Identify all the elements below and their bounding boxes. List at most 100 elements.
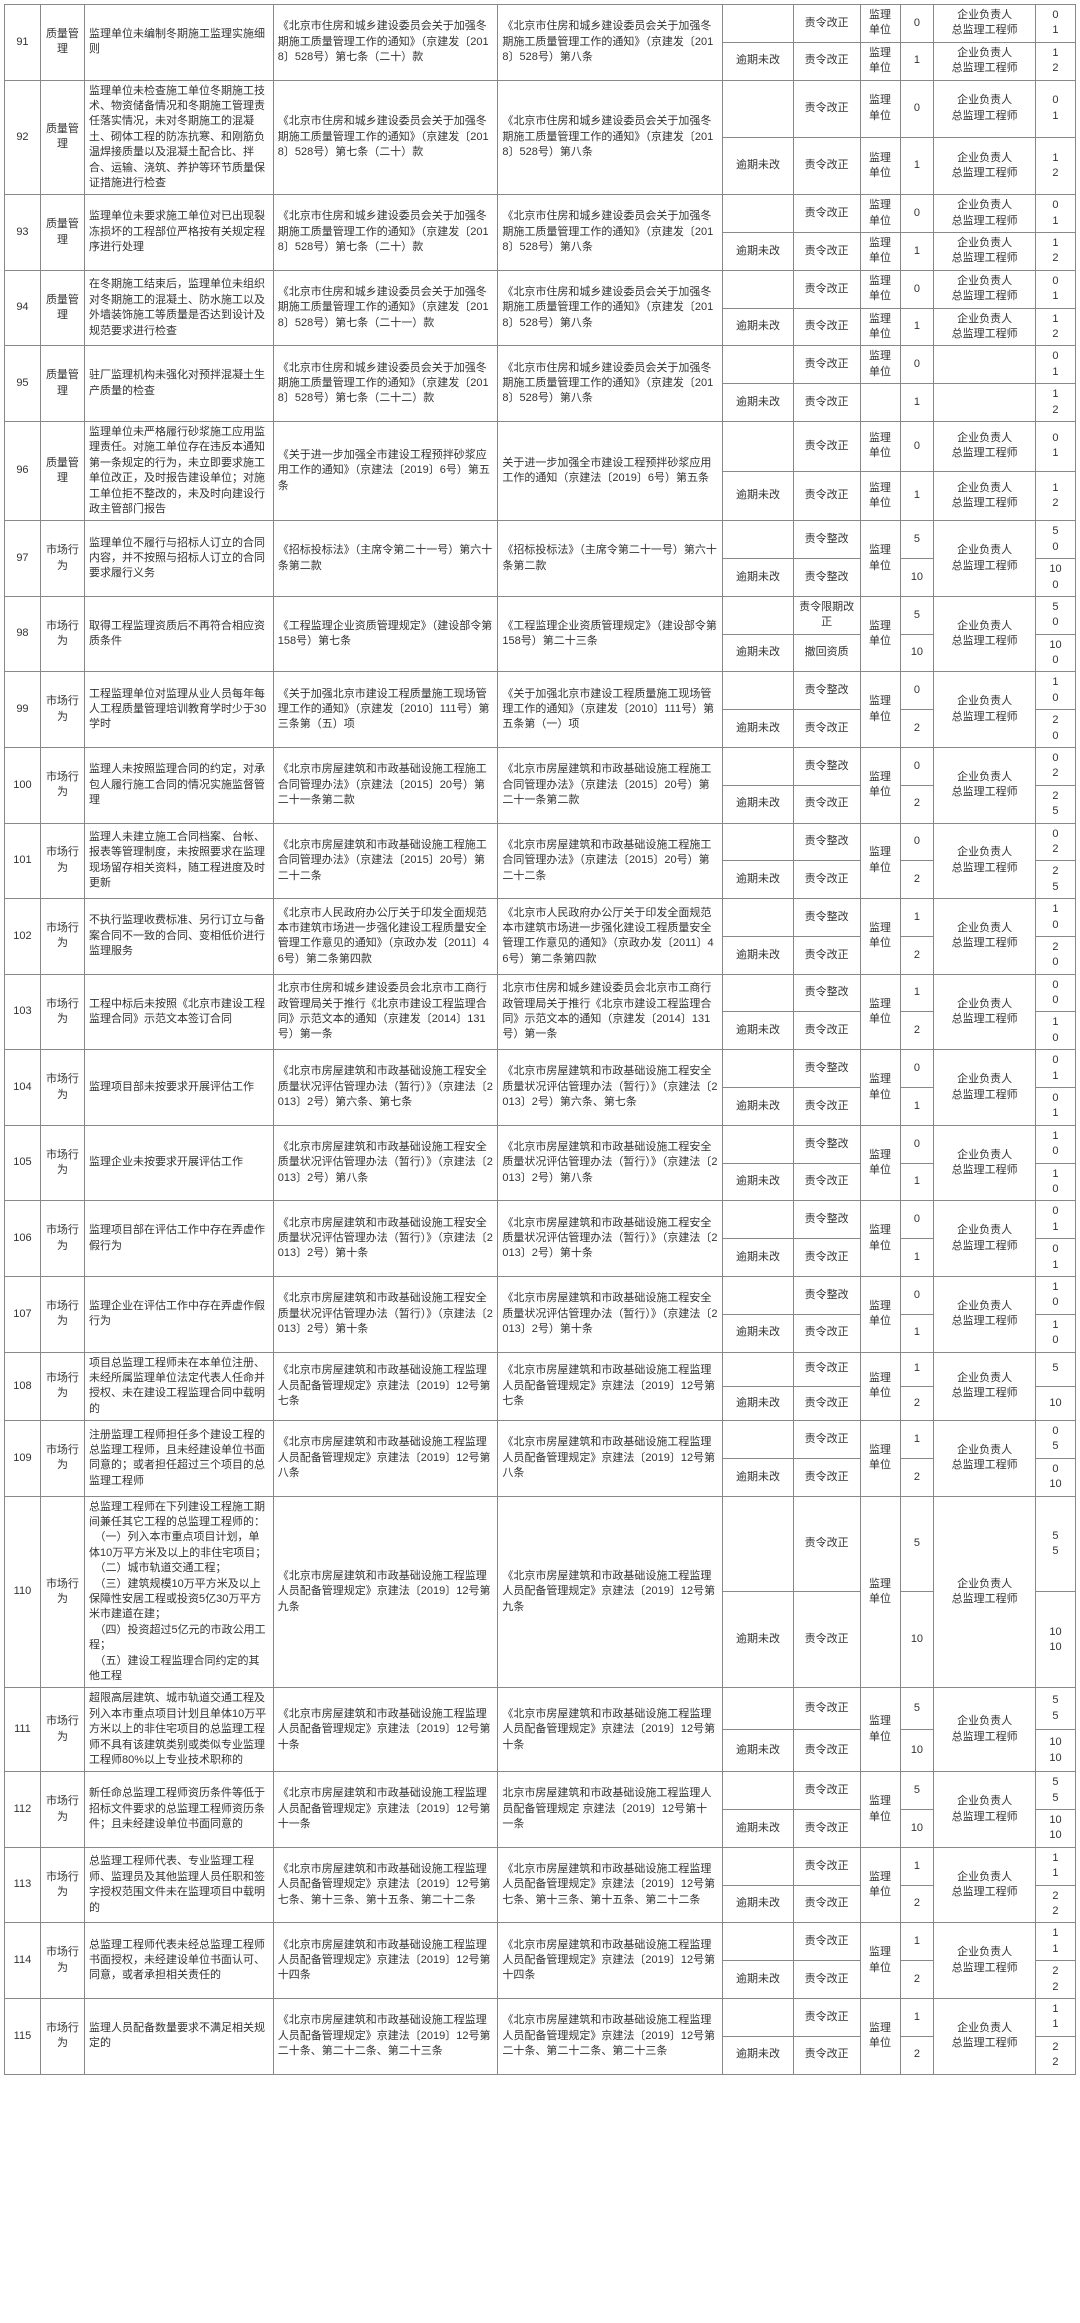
cell: 10 [900, 559, 934, 597]
cell: 企业负责人总监理工程师 [934, 1847, 1036, 1923]
cell [723, 1125, 794, 1163]
cell: 01 [1035, 346, 1075, 384]
cell [723, 596, 794, 634]
cell: 监理单位 [860, 521, 900, 597]
cell: 企业负责人总监理工程师 [934, 974, 1036, 1050]
cell: 0 [900, 1276, 934, 1314]
cell: 97 [5, 521, 41, 597]
cell: 100 [5, 748, 41, 824]
cell: 2 [900, 1458, 934, 1496]
cell [723, 899, 794, 937]
cell: 12 [1035, 308, 1075, 346]
cell: 《北京市房屋建筑和市政基础设施工程监理人员配备管理规定》京建法〔2019〕12号… [273, 1496, 498, 1688]
cell: 工程中标后未按照《北京市建设工程监理合同》示范文本签订合同 [85, 974, 274, 1050]
cell: 《北京市房屋建筑和市政基础设施工程安全质量状况评估管理办法（暂行）》（京建法〔2… [498, 1050, 723, 1126]
cell: 市场行为 [40, 596, 84, 672]
cell: 监理单位 [860, 42, 900, 80]
cell [723, 823, 794, 861]
cell: 10 [900, 1730, 934, 1772]
cell: 1 [900, 1314, 934, 1352]
cell: 55 [1035, 1772, 1075, 1810]
cell: 05 [1035, 1421, 1075, 1459]
cell: 2 [900, 936, 934, 974]
cell [723, 974, 794, 1012]
cell [723, 521, 794, 559]
table-row: 95质量管理驻厂监理机构未强化对预拌混凝土生产质量的检查《北京市住房和城乡建设委… [5, 346, 1076, 384]
cell [723, 748, 794, 786]
cell: 100 [1035, 559, 1075, 597]
cell: 98 [5, 596, 41, 672]
cell: 1 [900, 974, 934, 1012]
cell: 0 [900, 823, 934, 861]
cell: 2 [900, 2036, 934, 2074]
cell: 1 [900, 899, 934, 937]
cell: 111 [5, 1688, 41, 1772]
cell: 监理单位 [860, 1688, 900, 1772]
cell: 《北京市房屋建筑和市政基础设施工程施工合同管理办法》（京建法〔2015〕20号）… [498, 748, 723, 824]
cell: 92 [5, 80, 41, 195]
cell [723, 1772, 794, 1810]
table-row: 106市场行为监理项目部在评估工作中存在弄虚作假行为《北京市房屋建筑和市政基础设… [5, 1201, 1076, 1239]
cell: 取得工程监理资质后不再符合相应资质条件 [85, 596, 274, 672]
table-row: 109市场行为注册监理工程师担任多个建设工程的总监理工程师，且未经建设单位书面同… [5, 1421, 1076, 1459]
cell: 质量管理 [40, 270, 84, 346]
cell: 《北京市房屋建筑和市政基础设施工程监理人员配备管理规定》京建法〔2019〕12号… [273, 1923, 498, 1999]
cell: 0 [900, 80, 934, 137]
cell: 《工程监理企业资质管理规定》（建设部令第 158号）第七条 [273, 596, 498, 672]
cell: 企业负责人总监理工程师 [934, 5, 1036, 43]
cell [723, 1276, 794, 1314]
cell: 《招标投标法》（主席令第二十一号）第六十条第二款 [498, 521, 723, 597]
cell: 114 [5, 1923, 41, 1999]
cell: 5 [1035, 1352, 1075, 1386]
cell: 市场行为 [40, 1201, 84, 1277]
cell: 0 [900, 346, 934, 384]
cell: 逾期未改 [723, 1592, 794, 1688]
cell: 《关于加强北京市建设工程质量施工现场管理工作的通知》（京建发〔2010〕111号… [273, 672, 498, 748]
cell: 市场行为 [40, 1772, 84, 1848]
cell: 0 [900, 672, 934, 710]
table-row: 115市场行为监理人员配备数量要求不满足相关规定的《北京市房屋建筑和市政基础设施… [5, 1998, 1076, 2036]
cell: 01 [1035, 1050, 1075, 1088]
table-row: 96质量管理监理单位未严格履行砂浆施工应用监理责任。对施工单位存在违反本通知第一… [5, 421, 1076, 471]
cell: 《北京市房屋建筑和市政基础设施工程安全质量状况评估管理办法（暂行）》（京建法〔2… [273, 1276, 498, 1352]
cell: 《北京市房屋建筑和市政基础设施工程监理人员配备管理规定》京建法〔2019〕12号… [498, 1496, 723, 1688]
cell: 责令整改 [793, 1201, 860, 1239]
cell: 北京市住房和城乡建设委员会北京市工商行政管理局关于推行《北京市建设工程监理合同》… [498, 974, 723, 1050]
cell: 监理单位未要求施工单位对已出现裂冻损坏的工程部位严格按有关规定程序进行处理 [85, 195, 274, 271]
cell: 《北京市住房和城乡建设委员会关于加强冬期施工质量管理工作的通知》（京建发〔201… [273, 5, 498, 81]
cell: 01 [1035, 1239, 1075, 1277]
cell: 《北京市房屋建筑和市政基础设施工程安全质量状况评估管理办法（暂行）》（京建法〔2… [498, 1201, 723, 1277]
cell: 企业负责人总监理工程师 [934, 308, 1036, 346]
cell: 责令改正 [793, 233, 860, 271]
cell: 监理单位 [860, 421, 900, 471]
cell: 监理单位未编制冬期施工监理实施细则 [85, 5, 274, 81]
cell: 总监理工程师在下列建设工程施工期间兼任其它工程的总监理工程师的： （一）列入本市… [85, 1496, 274, 1688]
cell: 市场行为 [40, 1050, 84, 1126]
cell: 逾期未改 [723, 1239, 794, 1277]
table-row: 105市场行为监理企业未按要求开展评估工作《北京市房屋建筑和市政基础设施工程安全… [5, 1125, 1076, 1163]
cell: 《北京市住房和城乡建设委员会关于加强冬期施工质量管理工作的通知》（京建发〔201… [273, 195, 498, 271]
table-row: 104市场行为监理项目部未按要求开展评估工作《北京市房屋建筑和市政基础设施工程安… [5, 1050, 1076, 1088]
cell: 逾期未改 [723, 1730, 794, 1772]
cell: 《北京市房屋建筑和市政基础设施工程监理人员配备管理规定》京建法〔2019〕12号… [273, 1998, 498, 2074]
cell: 25 [1035, 861, 1075, 899]
cell: 责令整改 [793, 1125, 860, 1163]
cell: 2 [900, 861, 934, 899]
cell [723, 1201, 794, 1239]
cell: 0 [900, 5, 934, 43]
cell: 113 [5, 1847, 41, 1923]
cell: 责令改正 [793, 1088, 860, 1126]
cell: 监理单位 [860, 471, 900, 521]
cell: 1010 [1035, 1592, 1075, 1688]
cell: 01 [1035, 5, 1075, 43]
cell: 企业负责人总监理工程师 [934, 748, 1036, 824]
table-row: 92质量管理监理单位未检查施工单位冬期施工技术、物资储备情况和冬期施工管理责任落… [5, 80, 1076, 137]
table-row: 98市场行为取得工程监理资质后不再符合相应资质条件《工程监理企业资质管理规定》（… [5, 596, 1076, 634]
cell: 逾期未改 [723, 785, 794, 823]
cell [934, 384, 1036, 422]
cell: 企业负责人总监理工程师 [934, 1050, 1036, 1126]
cell: 企业负责人总监理工程师 [934, 1421, 1036, 1497]
cell: 10 [1035, 1163, 1075, 1201]
cell: 《北京市房屋建筑和市政基础设施工程监理人员配备管理规定》京建法〔2019〕12号… [273, 1688, 498, 1772]
cell: 责令改正 [793, 1352, 860, 1386]
